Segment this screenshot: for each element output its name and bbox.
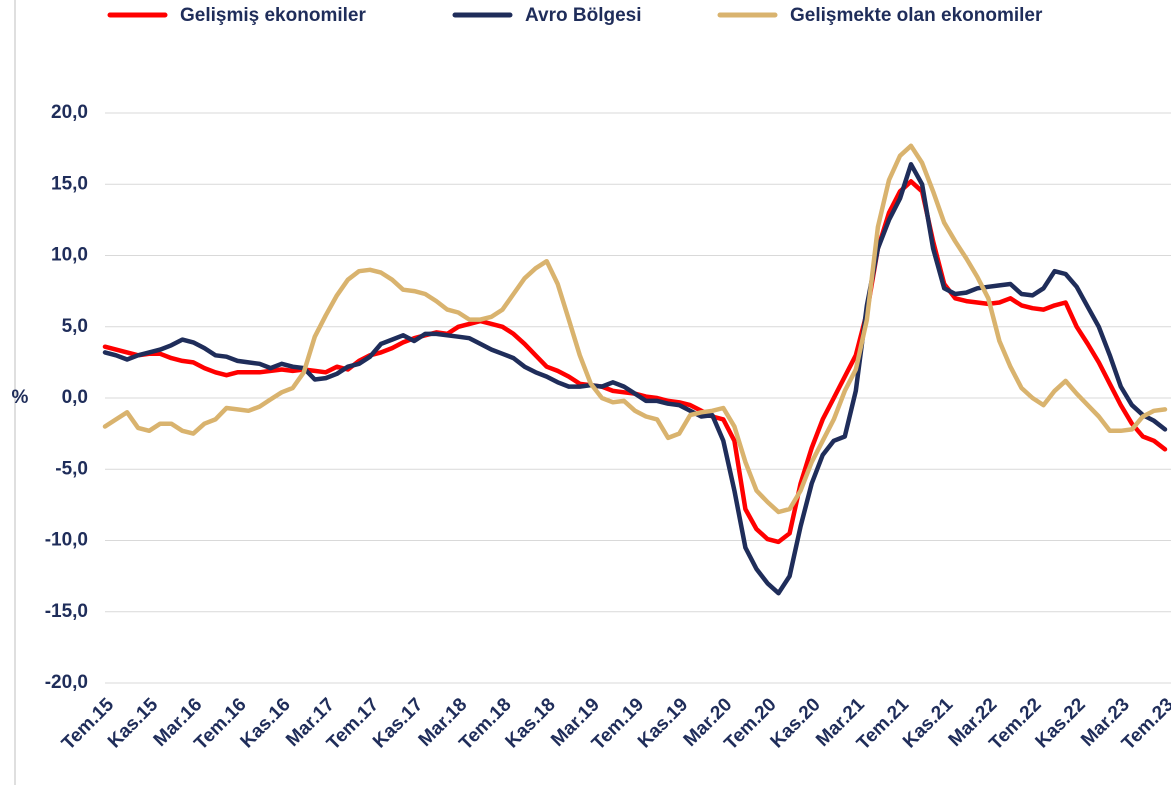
legend-label: Gelişmekte olan ekonomiler [790,5,1043,26]
y-tick-label: -5,0 [55,458,88,479]
y-tick-label: 5,0 [62,316,88,337]
legend-label: Avro Bölgesi [525,5,642,26]
legend-label: Gelişmiş ekonomiler [180,5,366,26]
x-tick-label: Kas.18 [502,694,560,752]
y-tick-label: 15,0 [51,173,88,194]
y-tick-label: 20,0 [51,102,88,123]
y-tick-label: -15,0 [45,601,88,622]
x-tick-label: Kas.16 [237,694,295,752]
x-tick-label: Kas.15 [104,694,162,752]
x-tick-label: Kas.22 [1032,694,1090,752]
series-line [102,143,1168,515]
y-tick-label: 0,0 [62,387,88,408]
y-tick-label: -10,0 [45,530,88,551]
x-tick-label: Kas.19 [634,694,692,752]
x-tick-label: Tem.15 [58,694,118,754]
y-axis-label: % [12,387,29,408]
x-tick-label: Kas.17 [369,694,427,752]
y-tick-label: 10,0 [51,245,88,266]
x-tick-label: Kas.20 [767,694,825,752]
series-line [102,162,1168,596]
x-tick-label: Kas.21 [899,694,957,752]
y-tick-label: -20,0 [45,672,88,693]
